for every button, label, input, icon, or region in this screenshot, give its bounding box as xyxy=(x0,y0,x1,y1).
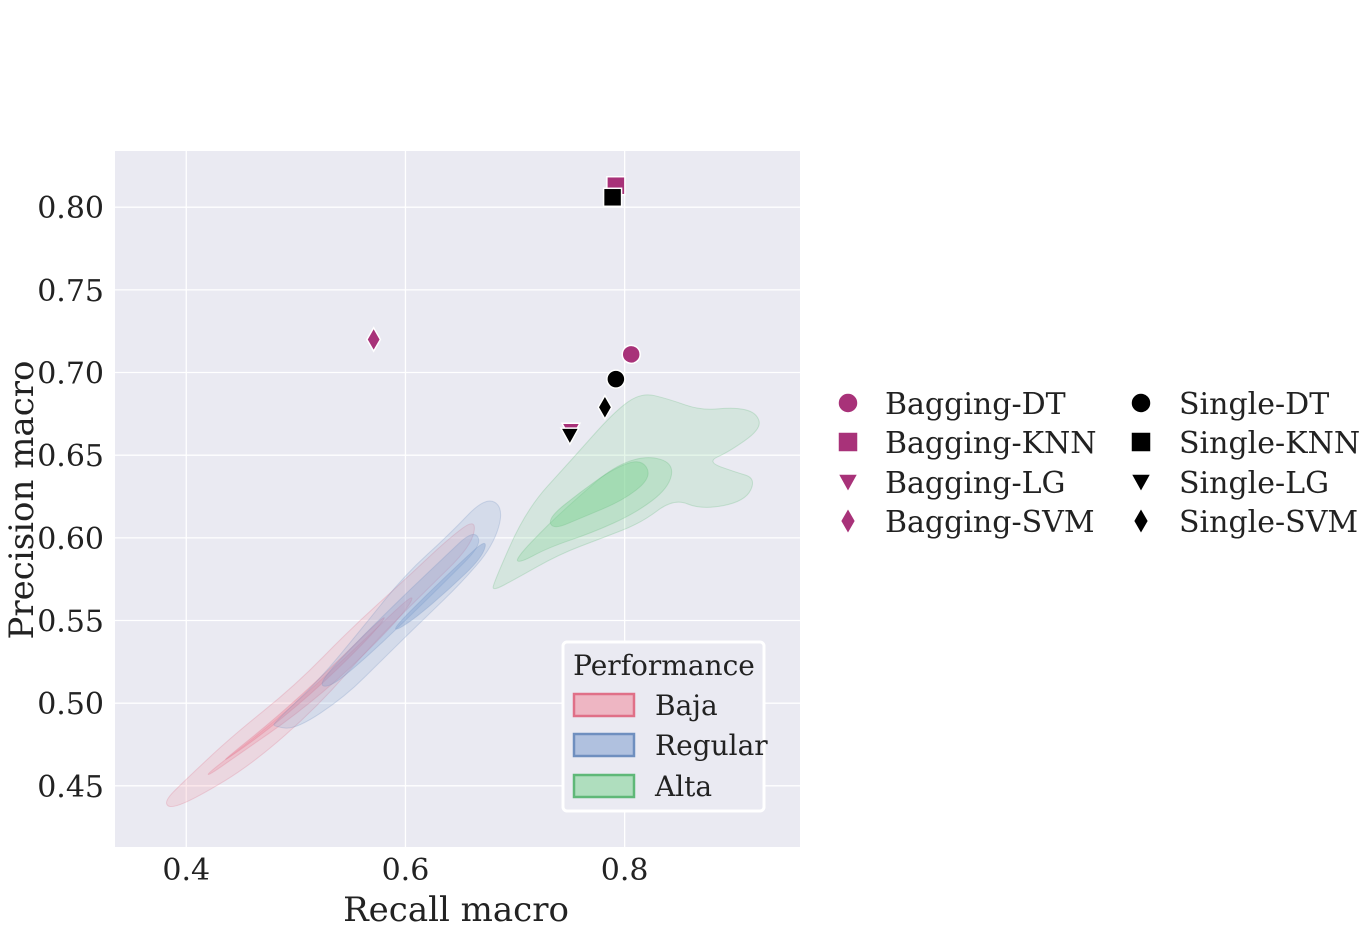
y-tick-label: 0.45 xyxy=(37,770,104,805)
legend-swatch-alta xyxy=(572,773,636,799)
legend-label: Single-DT xyxy=(1179,387,1329,422)
legend-label: Single-LG xyxy=(1179,466,1329,501)
density-regular xyxy=(273,500,502,729)
legend-swatch-regular xyxy=(572,732,636,758)
density-level xyxy=(516,457,673,562)
density-alta xyxy=(492,394,760,590)
legend-marker-single-lg xyxy=(1129,473,1153,494)
y-axis-label: Precision macro xyxy=(2,361,42,640)
legend-performance-label: Alta xyxy=(654,770,712,803)
density-level xyxy=(549,461,649,528)
y-tick-label: 0.55 xyxy=(37,605,104,640)
legend-marker-single-dt xyxy=(1130,392,1152,414)
legend-marker-single-svm xyxy=(1132,506,1150,536)
legend-marker-bagging-svm xyxy=(839,506,857,536)
point-bagging-dt xyxy=(621,344,641,365)
x-tick-label: 0.4 xyxy=(162,853,210,888)
point-bagging-svm xyxy=(366,326,382,353)
legend-marker-bagging-knn xyxy=(837,431,859,453)
legend-performance-title: Performance xyxy=(573,649,755,682)
legend-label: Bagging-DT xyxy=(885,387,1066,422)
density-level xyxy=(273,500,502,729)
x-tick-label: 0.6 xyxy=(382,853,430,888)
density-level xyxy=(166,523,475,808)
legend-label: Single-KNN xyxy=(1179,426,1360,461)
legend-label: Bagging-KNN xyxy=(885,426,1097,461)
legend-performance-frame xyxy=(561,640,766,813)
density-level xyxy=(207,597,413,775)
x-axis-ticks: 0.4 0.6 0.8 xyxy=(162,853,648,888)
point-single-dt xyxy=(606,369,626,389)
legend-label: Bagging-LG xyxy=(885,466,1065,501)
y-axis-ticks: 0.45 0.50 0.55 0.60 0.65 0.70 0.75 0.80 xyxy=(37,191,104,805)
density-level xyxy=(395,542,486,630)
point-single-svm xyxy=(597,394,613,421)
legend-marker-single-knn xyxy=(1130,431,1152,453)
y-tick-label: 0.65 xyxy=(37,439,104,474)
legend-markers: Bagging-DT Bagging-KNN Bagging-LG Bagging-S… xyxy=(836,387,1360,540)
density-level xyxy=(321,533,480,687)
legend-marker-bagging-dt xyxy=(837,392,859,414)
legend-performance-label: Baja xyxy=(655,689,718,722)
data-points xyxy=(366,175,641,446)
y-tick-label: 0.70 xyxy=(37,357,104,392)
density-contours xyxy=(166,394,760,808)
legend-marker-bagging-lg xyxy=(836,473,860,494)
legend-performance: Performance Baja Regular Alta xyxy=(561,640,768,813)
x-tick-label: 0.8 xyxy=(601,853,649,888)
density-level xyxy=(225,617,385,760)
legend-label: Bagging-SVM xyxy=(885,505,1095,540)
grid-lines xyxy=(115,151,800,847)
x-axis-label: Recall macro xyxy=(343,890,569,930)
y-tick-label: 0.50 xyxy=(37,687,104,722)
density-baja xyxy=(166,523,475,808)
legend-swatch-baja xyxy=(572,692,636,718)
y-tick-label: 0.75 xyxy=(37,274,104,309)
point-single-lg xyxy=(559,427,581,446)
y-tick-label: 0.80 xyxy=(37,191,104,226)
legend-label: Single-SVM xyxy=(1179,505,1358,540)
legend-performance-label: Regular xyxy=(655,729,768,762)
density-level xyxy=(492,394,760,590)
point-single-knn xyxy=(602,187,623,208)
y-tick-label: 0.60 xyxy=(37,522,104,557)
